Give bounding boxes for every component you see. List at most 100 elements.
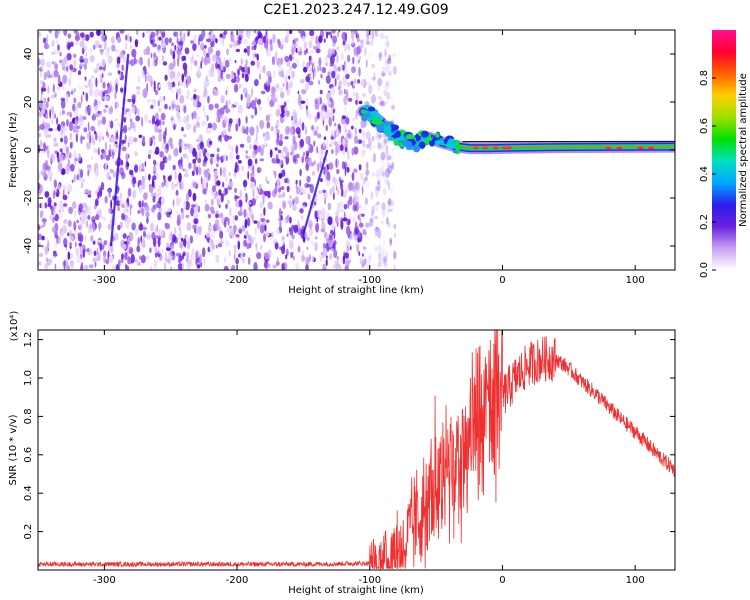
noise-cell	[229, 207, 232, 217]
noise-cell	[67, 220, 72, 227]
noise-cell	[39, 139, 43, 150]
noise-cell	[216, 147, 220, 153]
noise-cell	[291, 47, 295, 56]
noise-cell	[62, 194, 68, 201]
noise-cell	[82, 47, 85, 55]
noise-cell	[217, 135, 220, 142]
noise-cell	[242, 258, 245, 264]
noise-cell	[338, 86, 341, 91]
noise-cell	[173, 147, 179, 157]
noise-cell	[226, 199, 230, 205]
noise-cell	[102, 81, 106, 89]
noise-cell	[370, 38, 376, 46]
noise-cell	[86, 220, 89, 228]
noise-cell	[127, 187, 132, 197]
noise-cell	[151, 192, 154, 197]
noise-cell	[350, 245, 352, 251]
noise-cell	[186, 258, 188, 262]
noise-cell	[71, 179, 74, 183]
noise-cell	[198, 151, 202, 159]
snr-ylabel: SNR (10 * v/v)	[8, 414, 19, 485]
noise-cell	[128, 153, 130, 159]
noise-cell	[170, 50, 175, 56]
noise-cell	[364, 257, 367, 265]
noise-cell	[209, 242, 212, 250]
noise-cell	[370, 195, 373, 200]
noise-cell	[304, 158, 309, 163]
noise-cell	[150, 39, 154, 45]
x-tick-label: -200	[226, 575, 249, 586]
noise-cell	[259, 73, 261, 80]
noise-cell	[360, 39, 364, 48]
noise-cell	[259, 119, 265, 130]
noise-cell	[167, 208, 172, 213]
noise-cell	[125, 153, 129, 161]
noise-cell	[73, 209, 77, 217]
noise-cell	[41, 244, 45, 249]
noise-cell	[354, 30, 357, 36]
noise-cell	[203, 91, 207, 97]
noise-cell	[378, 134, 383, 139]
noise-cell	[269, 149, 273, 158]
noise-cell	[280, 186, 285, 191]
noise-cell	[183, 77, 187, 88]
noise-cell	[265, 219, 270, 223]
noise-cell	[386, 100, 388, 106]
noise-cell	[377, 175, 383, 186]
noise-cell	[153, 83, 156, 92]
noise-cell	[288, 54, 293, 62]
tone-speckle	[386, 125, 392, 133]
noise-cell	[305, 256, 310, 266]
noise-cell	[291, 146, 295, 155]
noise-cell	[38, 31, 41, 37]
noise-cell	[306, 236, 310, 241]
tone-peak	[492, 146, 499, 150]
noise-cell	[103, 254, 106, 264]
noise-cell	[241, 224, 246, 232]
noise-cell	[158, 83, 162, 89]
noise-cell	[229, 150, 234, 161]
noise-cell	[73, 173, 76, 183]
noise-cell	[355, 110, 358, 120]
noise-cell	[120, 87, 124, 93]
noise-cell	[338, 89, 343, 96]
noise-cell	[84, 204, 89, 214]
noise-cell	[52, 110, 56, 119]
noise-cell	[175, 189, 179, 196]
noise-cell	[334, 260, 340, 265]
noise-cell	[149, 247, 152, 253]
noise-cell	[105, 258, 110, 265]
noise-cell	[386, 68, 390, 74]
noise-cell	[148, 149, 153, 155]
y-tick-label: 0	[23, 147, 34, 153]
noise-cell	[107, 55, 113, 64]
tone-peak	[505, 146, 513, 150]
noise-cell	[63, 135, 68, 145]
noise-cell	[183, 55, 186, 61]
noise-cell	[89, 82, 94, 90]
noise-cell	[302, 189, 307, 195]
noise-cell	[386, 80, 389, 87]
noise-cell	[301, 258, 304, 262]
noise-cell	[386, 217, 389, 225]
noise-cell	[235, 234, 240, 238]
noise-cell	[362, 246, 367, 250]
noise-cell	[370, 31, 374, 41]
noise-cell	[326, 255, 328, 259]
noise-cell	[279, 220, 282, 229]
noise-cell	[190, 57, 195, 64]
noise-cell	[154, 124, 159, 133]
noise-cell	[182, 168, 185, 172]
noise-cell	[63, 203, 67, 207]
noise-cell	[213, 193, 217, 200]
noise-cell	[43, 71, 47, 81]
noise-cell	[143, 192, 148, 200]
noise-cell	[256, 98, 262, 105]
noise-cell	[386, 92, 391, 100]
noise-cell	[49, 215, 53, 220]
noise-cell	[292, 204, 297, 211]
noise-cell	[334, 130, 336, 141]
noise-cell	[251, 40, 256, 46]
noise-cell	[58, 212, 63, 220]
noise-cell	[208, 31, 212, 36]
